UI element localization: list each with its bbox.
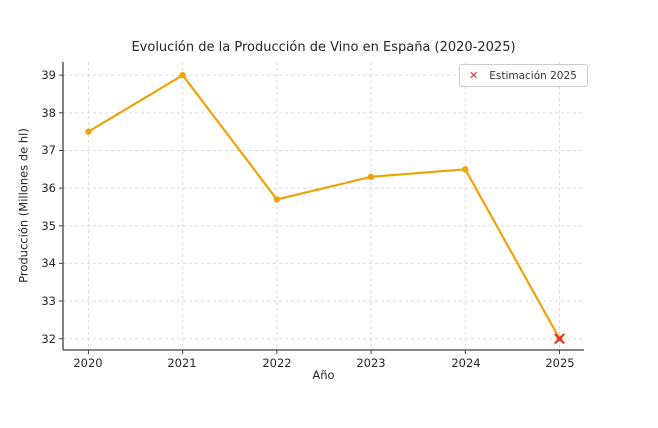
data-point-2022 [273, 196, 281, 203]
data-point-2024 [462, 166, 469, 173]
production-line [87, 74, 561, 340]
x-tick-label: 2025 [545, 356, 575, 370]
data-point-2021 [179, 71, 186, 79]
y-tick-label: 36 [41, 181, 56, 195]
y-tick-label: 37 [41, 143, 56, 157]
data-point-2023 [367, 173, 375, 181]
x-tick-label: 2022 [262, 356, 292, 370]
y-tick-label: 32 [41, 332, 56, 346]
x-tick-label: 2024 [451, 356, 481, 370]
estimate-x-marker [554, 333, 565, 344]
x-axis-label: Año [312, 368, 335, 382]
x-tick-label: 2023 [356, 356, 386, 370]
y-tick-label: 35 [41, 219, 56, 233]
y-axis-label: Producción (Millones de hl) [16, 128, 31, 283]
y-tick-label: 39 [41, 68, 56, 82]
legend-x-marker-icon: ✕ [469, 69, 479, 82]
x-tick-label: 2020 [73, 356, 103, 370]
y-tick-label: 38 [41, 106, 56, 120]
legend: ✕ Estimación 2025 [459, 64, 588, 87]
y-tick-label: 33 [41, 294, 56, 308]
x-tick-label: 2021 [167, 356, 197, 370]
legend-item-label: Estimación 2025 [489, 69, 577, 82]
y-tick-label: 34 [41, 256, 56, 270]
chart-title: Evolución de la Producción de Vino en Es… [131, 40, 516, 55]
data-point-2020 [85, 128, 92, 135]
